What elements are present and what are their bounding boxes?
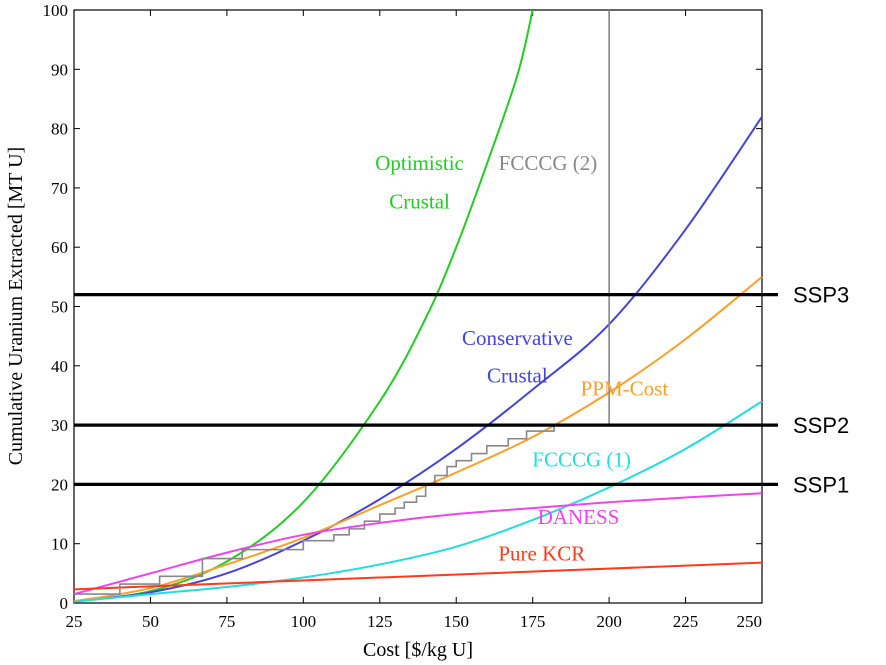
y-axis-title: Cumulative Uranium Extracted [MT U]: [5, 147, 27, 465]
y-tick-label: 80: [51, 120, 68, 139]
y-tick-label: 100: [43, 1, 69, 20]
x-tick-label: 150: [443, 612, 469, 631]
series-line-fcccg-2: [74, 10, 610, 595]
y-tick-label: 20: [51, 475, 68, 494]
y-tick-label: 30: [51, 416, 68, 435]
y-tick-label: 0: [60, 594, 69, 613]
y-tick-label: 70: [51, 179, 68, 198]
series-line-conservative-crustal: [73, 116, 763, 603]
series-label-optimistic-crustal: Optimistic: [375, 151, 464, 175]
y-tick-label: 40: [51, 357, 68, 376]
ssp-label-ssp1: SSP1: [793, 472, 849, 497]
x-tick-label: 50: [142, 612, 159, 631]
series-label-conservative-crustal: Crustal: [487, 363, 548, 387]
y-axis-ticks: 0 10 20 30 40 50 60 70 80 90 100: [43, 1, 762, 613]
x-tick-label: 175: [520, 612, 546, 631]
x-tick-label: 250: [737, 612, 763, 631]
series-label-conservative-crustal: Conservative: [462, 326, 573, 350]
y-tick-label: 60: [51, 238, 68, 257]
series-label-pure-kcr: Pure KCR: [498, 541, 585, 565]
y-tick-label: 50: [51, 298, 68, 317]
x-tick-label: 200: [596, 612, 622, 631]
series-line-fcccg-1: [73, 400, 763, 603]
series-line-daness: [73, 492, 763, 596]
series-label-fcccg-2: FCCCG (2): [499, 151, 598, 175]
x-tick-label: 25: [66, 612, 83, 631]
y-tick-label: 10: [51, 535, 68, 554]
series-label-fcccg-1: FCCCG (1): [532, 448, 631, 472]
plot-area-frame: [73, 9, 763, 604]
series-line-pure-kcr: [73, 561, 763, 591]
series-line-ppm-cost: [73, 276, 763, 603]
ssp-label-ssp2: SSP2: [793, 413, 849, 438]
x-tick-label: 100: [291, 612, 317, 631]
ssp-label-ssp3: SSP3: [793, 283, 849, 308]
x-tick-label: 125: [367, 612, 393, 631]
series-label-optimistic-crustal: Crustal: [389, 190, 450, 214]
y-tick-label: 90: [51, 60, 68, 79]
series-label-ppm-cost: PPM-Cost: [581, 376, 669, 400]
x-axis-title: Cost [$/kg U]: [363, 639, 473, 661]
x-tick-label: 75: [218, 612, 235, 631]
x-axis-ticks: 25 50 75 100 125 150 175 200 225 250: [66, 10, 763, 631]
series-labels: Optimistic Crustal Conservative Crustal PPM-…: [375, 151, 668, 565]
series-lines: [73, 9, 763, 603]
x-tick-label: 225: [673, 612, 699, 631]
ssp-lines: SSP3 SSP2 SSP1: [74, 283, 849, 497]
series-label-daness: DANESS: [538, 505, 620, 529]
